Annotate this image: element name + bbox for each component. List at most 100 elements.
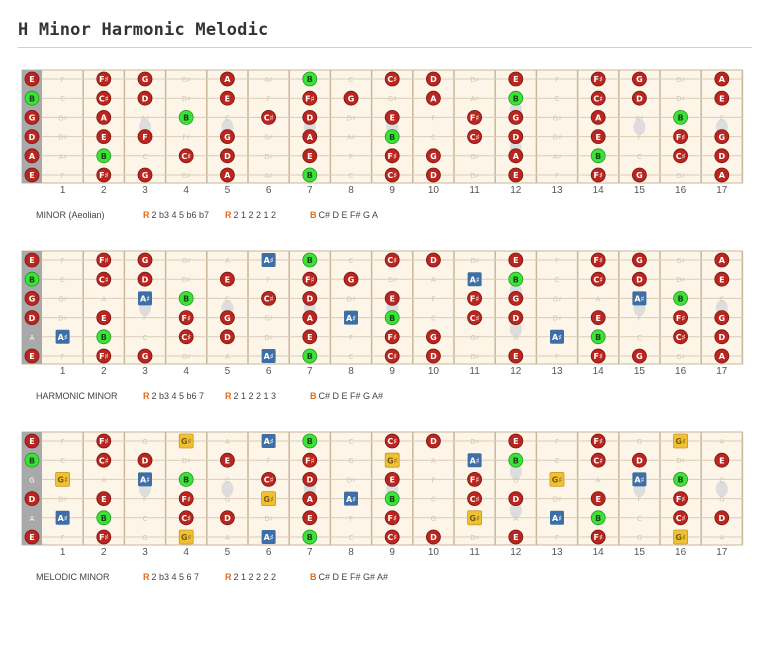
note-marker: C♯ [384, 167, 400, 183]
note-marker-melodic: G♯ [261, 491, 277, 506]
note-ghost: A♯ [347, 134, 355, 142]
note-circle [261, 110, 277, 125]
ghost-label: G♯ [676, 353, 685, 361]
fret-number: 2 [101, 185, 107, 196]
note-ghost: G♯ [553, 114, 562, 122]
note-ghost: D♯ [553, 315, 562, 323]
note-circle [590, 452, 606, 468]
note-label: E [225, 275, 230, 284]
note-label: F♯ [99, 533, 108, 542]
ghost-label: A [719, 438, 724, 446]
note-marker-melodic: G♯ [549, 472, 565, 487]
note-marker: C♯ [467, 129, 483, 144]
note-circle [508, 491, 524, 506]
note-ghost: G♯ [182, 172, 191, 180]
fret-number: 5 [225, 547, 231, 558]
note-marker: F♯ [96, 71, 112, 87]
note-circle [24, 433, 40, 449]
note-marker-harmonic: A♯ [261, 349, 276, 363]
note-label: C♯ [593, 94, 603, 103]
note-ghost: C [637, 153, 642, 161]
note-label: A [719, 171, 726, 180]
note-label: F♯ [594, 256, 603, 265]
note-label: G [142, 256, 149, 265]
fret-inlay [633, 119, 646, 135]
note-marker: F♯ [590, 433, 606, 449]
intervals-root-key: R [225, 210, 232, 220]
note-circle [219, 271, 235, 287]
note-marker: A [508, 148, 524, 164]
note-ghost: F [143, 496, 147, 504]
ghost-label: A♯ [553, 153, 561, 161]
ghost-label: F [431, 114, 435, 122]
ghost-label: A♯ [59, 153, 67, 161]
note-marker: F♯ [673, 491, 688, 506]
note-circle [632, 90, 647, 106]
ghost-label: A♯ [347, 134, 355, 142]
note-marker: G [24, 291, 40, 306]
note-ghost: C [349, 438, 354, 446]
note-square-blue [550, 510, 564, 525]
ghost-label: C [143, 334, 148, 342]
ghost-label: F [349, 334, 353, 342]
note-ghost: G [142, 438, 147, 446]
note-label: D [29, 495, 36, 504]
note-ghost: G♯ [470, 334, 479, 342]
ghost-label: D♯ [470, 438, 479, 446]
note-marker: E [219, 271, 235, 287]
fret-number: 16 [675, 366, 687, 377]
note-ghost: F [61, 534, 65, 542]
fret-number: 17 [716, 547, 728, 558]
note-circle [508, 110, 524, 125]
ghost-label: C [60, 95, 65, 103]
ghost-label: F [61, 172, 65, 180]
fretboard-diagram-harmonic: E F F♯ G G♯ A A♯ B C C♯ D D♯ E F F♯ G G♯ A B C C♯ D D♯ E F F♯ G G♯ A… [18, 247, 752, 412]
fret-number: 9 [389, 366, 395, 377]
note-circle [714, 129, 730, 144]
fret-number: 1 [60, 547, 66, 558]
note-circle [714, 252, 730, 268]
note-label: D [636, 275, 643, 284]
ghost-label: C [637, 153, 642, 161]
note-ghost: F [349, 153, 353, 161]
note-label: E [513, 437, 518, 446]
note-ghost: D♯ [182, 276, 191, 284]
note-label: C♯ [387, 256, 397, 265]
ghost-label: A [431, 457, 436, 465]
note-circle [384, 291, 400, 306]
note-marker: F♯ [96, 529, 112, 545]
note-marker: D [425, 529, 441, 545]
note-label: E [307, 152, 312, 161]
note-label: G [636, 256, 643, 265]
fret-number: 14 [593, 185, 605, 196]
note-marker: E [24, 71, 40, 87]
note-circle [219, 510, 235, 526]
note-circle [219, 452, 235, 468]
note-label: B [101, 514, 107, 523]
note-marker: E [24, 433, 40, 449]
note-label: B [307, 75, 313, 84]
note-label: D [718, 152, 725, 161]
note-circle [590, 252, 606, 268]
note-marker: D [508, 491, 524, 506]
note-circle [384, 348, 400, 364]
ghost-label: C [431, 134, 436, 142]
note-ghost: D♯ [470, 353, 479, 361]
root-circle [96, 510, 112, 526]
ghost-label: D♯ [470, 534, 479, 542]
notes-text: C# D E F# G A [318, 210, 379, 220]
note-circle [302, 472, 318, 487]
note-marker-root: B [590, 148, 606, 164]
note-label: C♯ [264, 476, 274, 485]
ghost-label: A [513, 515, 518, 523]
fretboard-svg: E F F♯ G G♯ A A♯ B C C♯ D D♯ E F F♯ G G♯ A B C C♯ D D♯ E F F♯ G G♯ A… [21, 250, 744, 377]
note-circle [714, 310, 730, 325]
ghost-label: C [719, 476, 724, 484]
page-title: H Minor Harmonic Melodic [18, 20, 269, 40]
note-circle [96, 529, 112, 545]
note-square-blue [550, 329, 564, 344]
note-ghost: G♯ [182, 353, 191, 361]
note-label: E [101, 495, 106, 504]
note-marker: G [632, 167, 647, 183]
